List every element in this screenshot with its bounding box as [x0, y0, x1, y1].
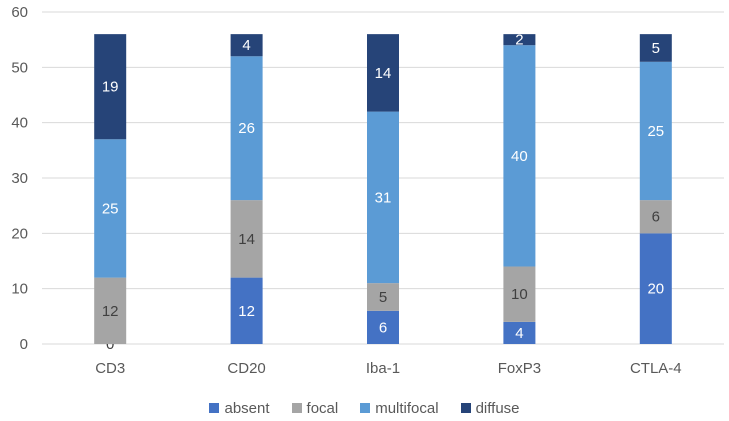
x-axis-labels: CD3 CD20 Iba-1 FoxP3 CTLA-4: [95, 360, 681, 377]
data-label-absent: 20: [647, 281, 664, 298]
y-tick-label: 20: [11, 225, 28, 242]
y-axis-ticks: 0 10 20 30 40 50 60: [11, 4, 28, 353]
bar-segment-diffuse: [639, 34, 672, 62]
data-label-focal: 6: [652, 209, 660, 226]
data-label-multifocal: 25: [647, 123, 664, 140]
data-label-diffuse: 2: [515, 32, 523, 49]
x-tick-label: CD3: [95, 360, 125, 377]
y-tick-label: 60: [11, 4, 28, 21]
bar-segment-focal: [639, 200, 672, 234]
legend-swatch: [460, 403, 471, 413]
y-tick-label: 40: [11, 115, 28, 132]
bar-segment-multifocal: [639, 61, 672, 201]
bar-segment-multifocal: [503, 45, 536, 267]
legend-item-multifocal: multifocal: [360, 399, 439, 417]
data-label-absent: 4: [515, 325, 523, 342]
bar-segment-absent: [503, 321, 536, 344]
data-label-multifocal: 40: [511, 148, 528, 165]
legend-item-diffuse: diffuse: [460, 399, 520, 417]
bar-segment-diffuse: [367, 34, 399, 112]
bar-segment-absent: [230, 277, 263, 344]
bar-segment-focal: [94, 277, 127, 344]
x-tick-label: CTLA-4: [630, 360, 682, 377]
legend-label: multifocal: [375, 399, 439, 417]
data-label-multifocal: 26: [238, 120, 255, 137]
legend-label: focal: [306, 399, 339, 417]
x-tick-label: CD20: [227, 360, 265, 377]
bars: 0 12 25 19 12 14 26 4 6 5 31 14 4 10 40 2 20 6 25 5: [94, 32, 672, 353]
data-label-absent: 12: [238, 303, 255, 320]
data-label-focal: 5: [379, 289, 387, 306]
bar-segment-multifocal: [94, 139, 127, 278]
data-label-focal: 14: [238, 231, 255, 248]
bar-segment-diffuse: [503, 34, 536, 46]
bar-segment-absent: [639, 233, 672, 344]
x-tick-label: Iba-1: [366, 360, 400, 377]
y-tick-label: 0: [20, 336, 28, 353]
legend-swatch: [291, 403, 302, 413]
bar-segment-focal: [503, 266, 536, 322]
y-tick-label: 50: [11, 59, 28, 76]
legend-item-focal: focal: [291, 399, 339, 417]
data-label-focal: 12: [102, 303, 119, 320]
data-label-diffuse: 4: [242, 37, 250, 54]
y-tick-label: 30: [11, 170, 28, 187]
legend-label: diffuse: [475, 399, 520, 417]
x-tick-label: FoxP3: [498, 360, 541, 377]
bar-segment-absent: [367, 310, 399, 344]
data-label-focal: 10: [511, 286, 528, 303]
legend-swatch: [209, 403, 220, 413]
data-label-absent: 6: [379, 319, 387, 336]
legend-item-absent: absent: [209, 399, 270, 417]
data-label-multifocal: 25: [102, 200, 119, 217]
bar-segment-focal: [367, 283, 399, 311]
bar-segment-multifocal: [367, 111, 399, 284]
legend-swatch: [360, 403, 371, 413]
data-label-absent: 0: [106, 336, 114, 353]
bar-segment-focal: [230, 200, 263, 278]
data-label-diffuse: 5: [652, 40, 660, 57]
bar-segment-diffuse: [230, 34, 263, 57]
data-label-multifocal: 31: [375, 189, 392, 206]
bar-segment-diffuse: [94, 34, 127, 140]
bar-segment-multifocal: [230, 56, 263, 201]
data-label-diffuse: 14: [375, 65, 392, 82]
data-label-diffuse: 19: [102, 79, 119, 96]
legend-label: absent: [224, 399, 270, 417]
y-tick-label: 10: [11, 281, 28, 298]
legend: absent focal multifocal diffuse: [0, 398, 729, 418]
